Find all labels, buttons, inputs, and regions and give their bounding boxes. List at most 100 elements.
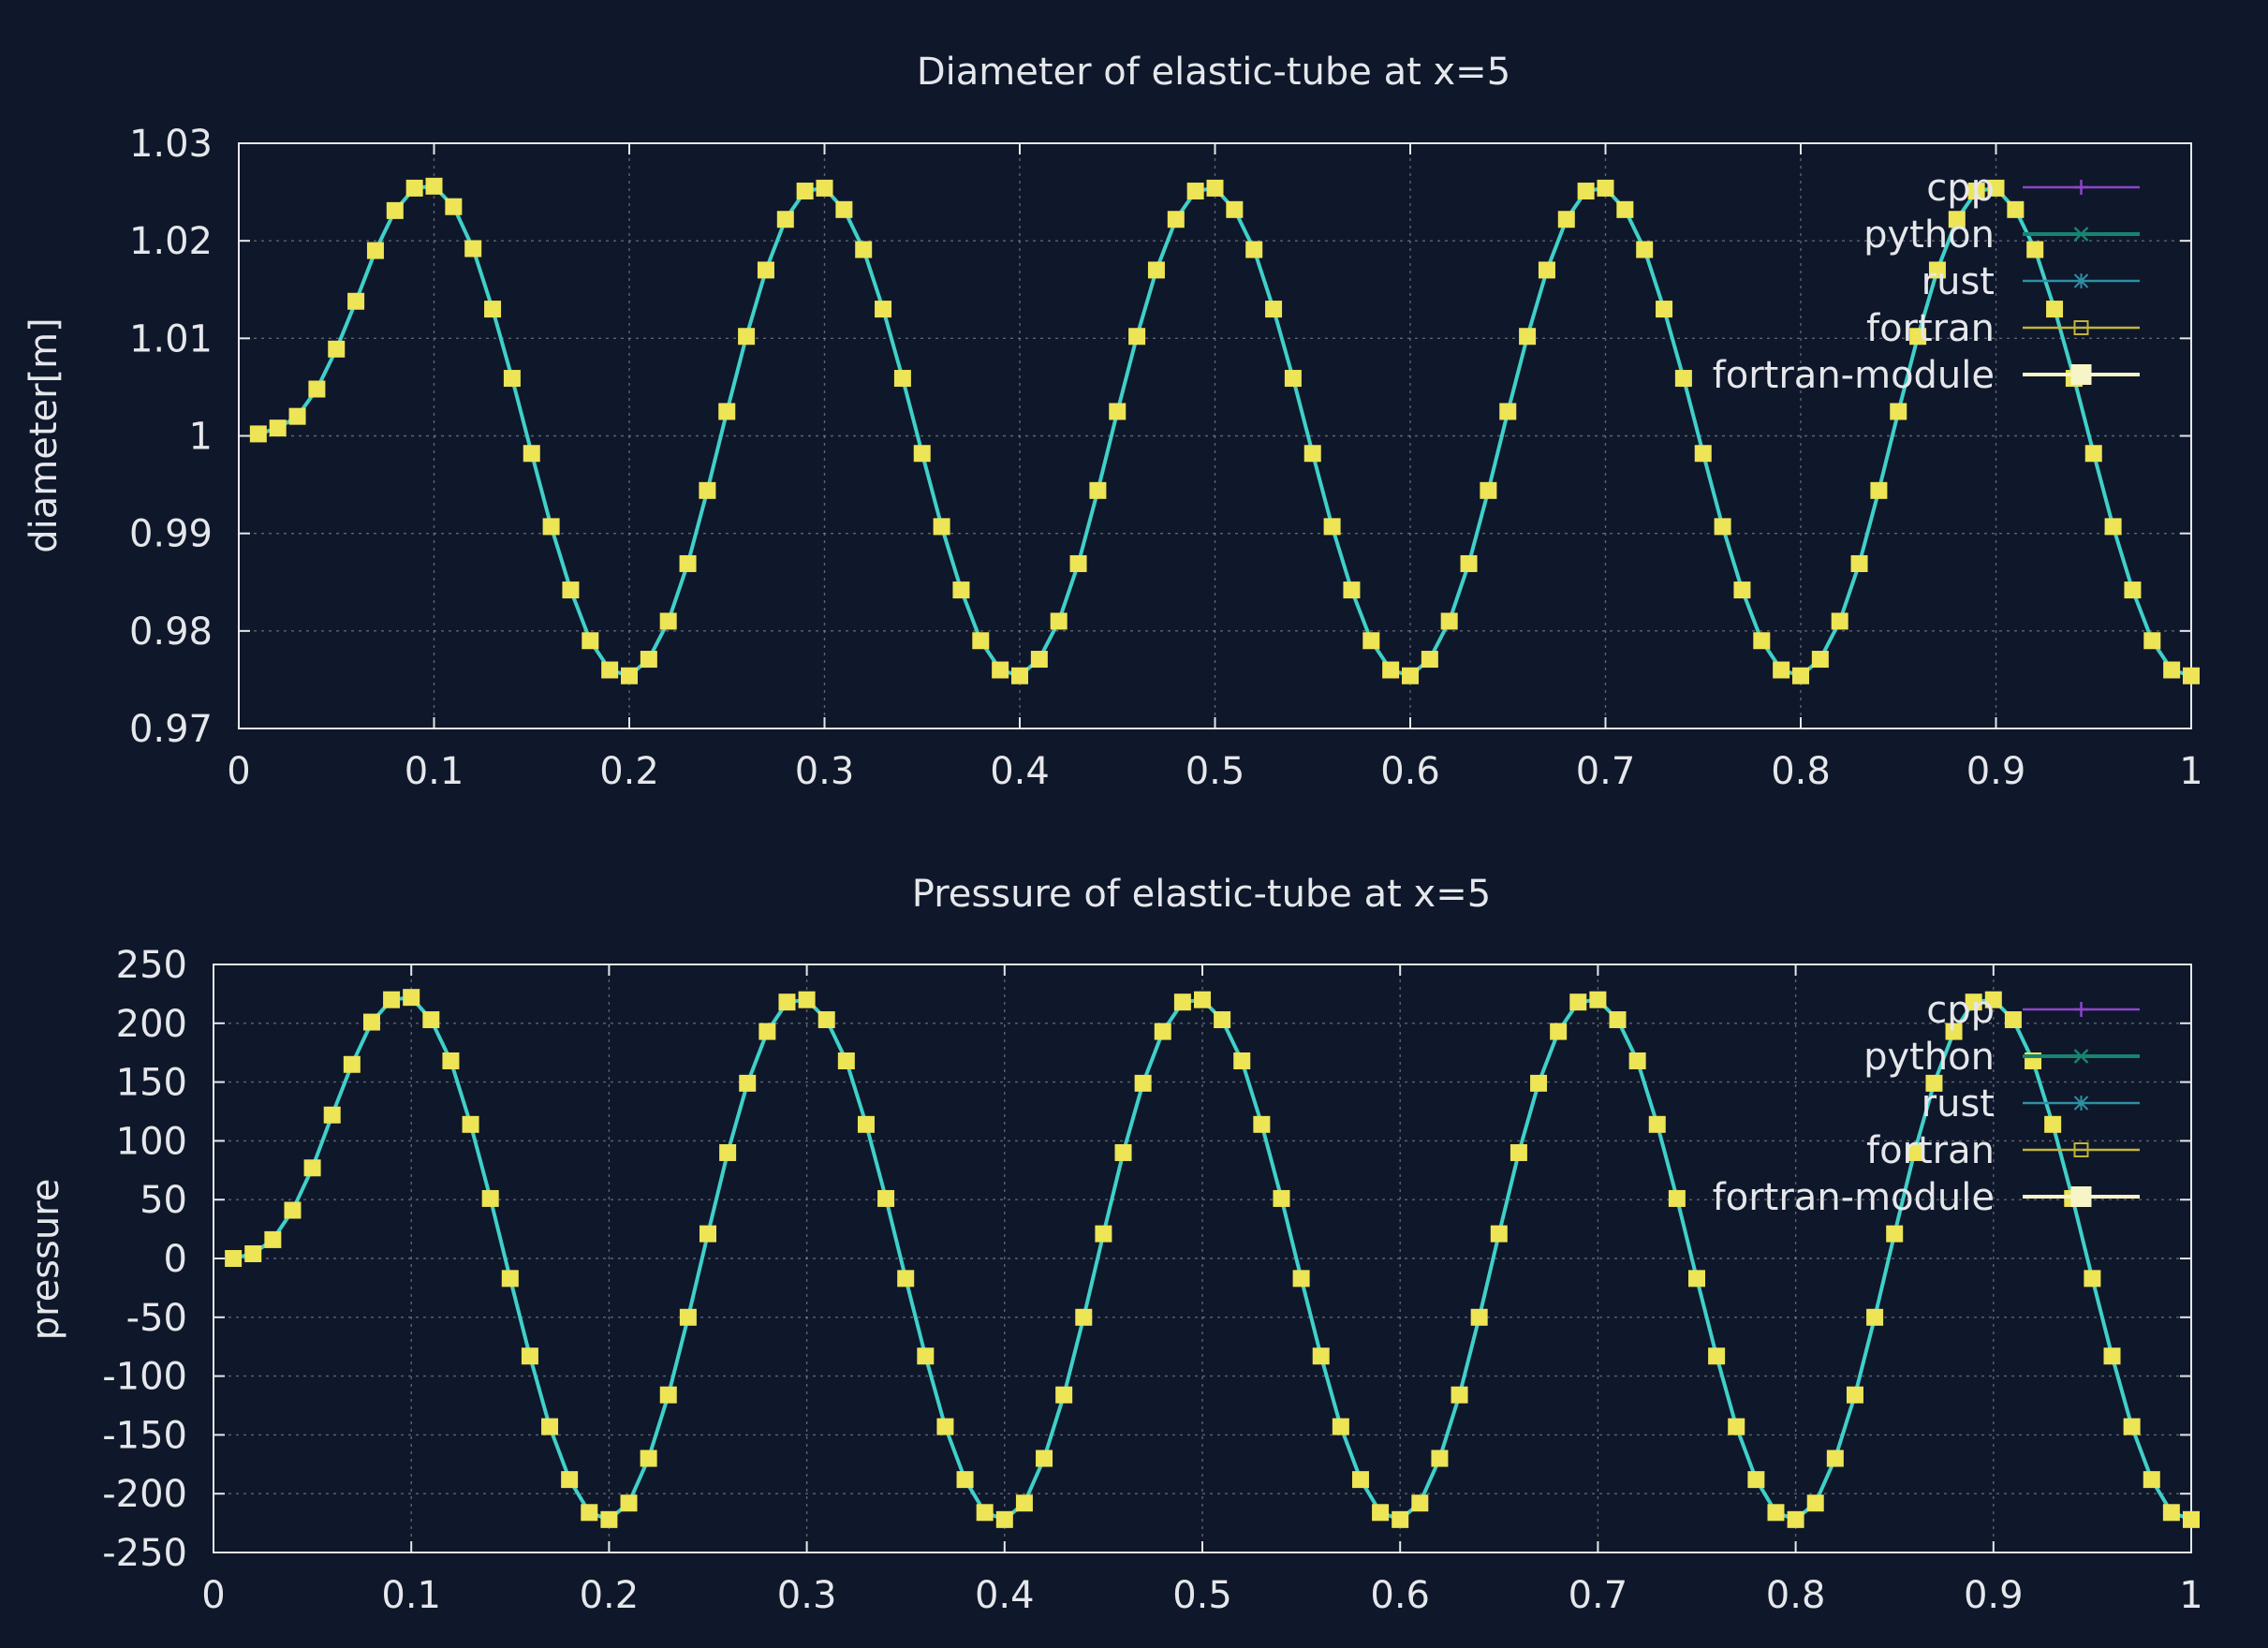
pressure-data-point	[323, 1106, 341, 1124]
diameter-data-point	[2183, 667, 2200, 684]
pressure-data-point	[1984, 991, 2002, 1008]
pressure-data-point	[462, 1115, 479, 1133]
diameter-data-point	[464, 240, 482, 258]
pressure-data-point	[877, 1189, 895, 1207]
pressure-legend-marker	[2070, 1186, 2092, 1207]
diameter-data-point	[699, 481, 716, 499]
diameter-data-point	[1030, 651, 1048, 669]
pressure-data-point	[2162, 1504, 2180, 1522]
pressure-data-point	[284, 1201, 302, 1219]
pressure-data-point	[1688, 1270, 1705, 1288]
diameter-data-point	[386, 201, 404, 219]
pressure-x-tick-label: 0.7	[1568, 1574, 1628, 1617]
diameter-data-point	[1226, 200, 1244, 218]
pressure-data-point	[1470, 1308, 1488, 1326]
diameter-data-point	[1167, 211, 1185, 228]
pressure-data-point	[976, 1504, 994, 1522]
pressure-series-line	[232, 995, 2192, 1522]
diameter-data-point	[1460, 554, 1478, 572]
diameter-data-point	[1147, 261, 1165, 279]
pressure-data-point	[1392, 1510, 1409, 1528]
pressure-y-tick-label: -250	[102, 1532, 187, 1575]
diameter-chart-title: Diameter of elastic-tube at x=5	[917, 51, 1510, 94]
diameter-data-point	[503, 370, 521, 388]
diameter-data-point	[893, 370, 911, 388]
pressure-x-tick-label: 1	[2179, 1574, 2202, 1617]
diameter-data-point	[640, 651, 657, 669]
pressure-data-point	[1569, 993, 1587, 1011]
pressure-data-point	[620, 1494, 638, 1512]
pressure-y-tick-label: 250	[116, 944, 187, 987]
pressure-data-point	[481, 1189, 499, 1207]
pressure-x-tick-label: 0.1	[381, 1574, 441, 1617]
diameter-data-point	[1773, 661, 1790, 679]
diameter-data-point	[1109, 403, 1127, 420]
diameter-data-point	[776, 211, 794, 228]
pressure-series	[225, 989, 2200, 1528]
diameter-data-point	[2124, 581, 2142, 599]
pressure-data-point	[1015, 1494, 1033, 1512]
pressure-data-point	[1846, 1386, 1863, 1404]
pressure-chart: Pressure of elastic-tube at x=5 pressure…	[24, 873, 2203, 1617]
pressure-data-point	[1292, 1270, 1310, 1288]
pressure-data-point	[679, 1308, 697, 1326]
diameter-data-point	[1206, 179, 1224, 197]
pressure-data-point	[936, 1418, 954, 1435]
pressure-legend-marker	[2073, 1096, 2089, 1111]
pressure-data-point	[1273, 1189, 1290, 1207]
diameter-data-point	[1967, 183, 1985, 200]
diameter-data-point	[288, 407, 306, 425]
diameter-data-point	[1362, 632, 1380, 650]
pressure-data-point	[1351, 1471, 1369, 1489]
pressure-x-tick-label: 0.3	[777, 1574, 837, 1617]
diameter-data-point	[1850, 554, 1868, 572]
diameter-data-point	[562, 581, 580, 599]
pressure-data-point	[1134, 1074, 1152, 1092]
pressure-y-tick-label: -150	[102, 1414, 187, 1457]
diameter-data-point	[1538, 261, 1555, 279]
pressure-data-point	[501, 1270, 519, 1288]
diameter-data-point	[1928, 261, 1946, 279]
diameter-data-point	[835, 200, 853, 218]
pressure-x-tick-label: 0.6	[1370, 1574, 1430, 1617]
pressure-y-tick-label: 150	[116, 1062, 187, 1105]
pressure-data-point	[1055, 1386, 1073, 1404]
diameter-legend-label: cpp	[1926, 167, 1995, 210]
diameter-data-point	[913, 445, 931, 463]
diameter-y-tick-label: 0.98	[129, 611, 213, 654]
pressure-x-tick-label: 0.8	[1766, 1574, 1826, 1617]
pressure-data-point	[1253, 1115, 1271, 1133]
pressure-legend-label: fortran-module	[1713, 1176, 1995, 1219]
pressure-data-point	[1925, 1074, 1943, 1092]
diameter-data-point	[582, 632, 599, 650]
diameter-data-point	[1674, 370, 1692, 388]
pressure-data-point	[778, 993, 796, 1011]
diameter-data-point	[1323, 518, 1341, 536]
pressure-data-point	[1628, 1052, 1646, 1069]
pressure-legend-marker	[2073, 1002, 2089, 1017]
pressure-y-tick-label: 200	[116, 1003, 187, 1046]
diameter-data-point	[328, 340, 346, 358]
diameter-data-point	[1811, 651, 1829, 669]
diameter-chart: Diameter of elastic-tube at x=5 diameter…	[22, 51, 2203, 793]
diameter-data-point	[1733, 581, 1751, 599]
diameter-data-point	[2026, 241, 2044, 258]
diameter-data-point	[1050, 612, 1068, 630]
pressure-data-point	[1728, 1418, 1745, 1435]
pressure-data-point	[1233, 1052, 1251, 1069]
pressure-data-point	[1510, 1143, 1527, 1161]
diameter-data-point	[601, 661, 619, 679]
diameter-data-point	[816, 179, 833, 197]
diameter-data-point	[1656, 301, 1673, 318]
pressure-data-point	[521, 1347, 538, 1365]
diameter-data-point	[1616, 200, 1634, 218]
pressure-x-tick-label: 0.2	[580, 1574, 640, 1617]
pressure-data-point	[1886, 1225, 1904, 1243]
pressure-data-point	[403, 989, 420, 1007]
pressure-data-point	[837, 1052, 855, 1069]
diameter-data-point	[796, 183, 814, 200]
diameter-legend-marker	[2073, 227, 2089, 242]
pressure-data-point	[1490, 1225, 1508, 1243]
